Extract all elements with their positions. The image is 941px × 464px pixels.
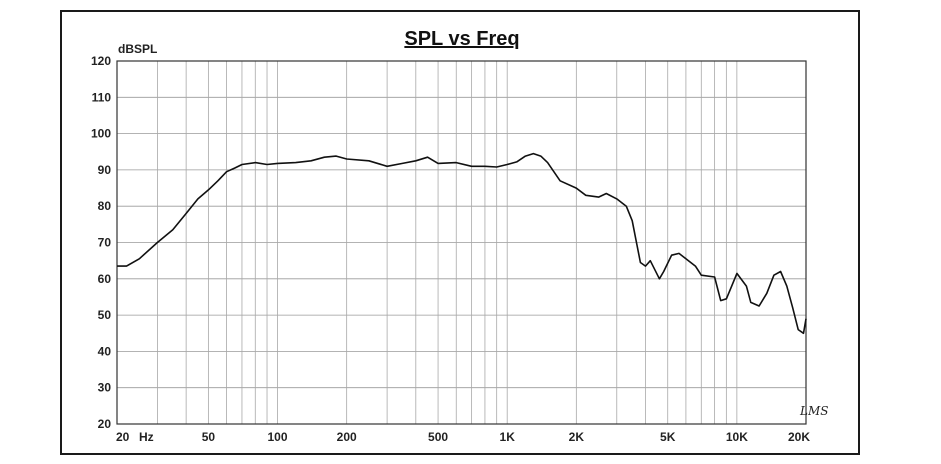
y-tick-label: 60 xyxy=(98,272,112,286)
y-tick-label: 40 xyxy=(98,344,112,358)
x-unit-label: Hz xyxy=(139,430,154,444)
y-tick-label: 30 xyxy=(98,381,112,395)
x-tick-label: 500 xyxy=(428,430,448,444)
series-layer xyxy=(117,152,807,335)
x-tick-label: 200 xyxy=(337,430,357,444)
x-tick-label: 50 xyxy=(202,430,216,444)
plot-area xyxy=(116,60,807,425)
spl-curve xyxy=(117,152,807,335)
y-tick-label: 70 xyxy=(98,236,112,250)
y-tick-label: 80 xyxy=(98,199,112,213)
y-tick-label: 90 xyxy=(98,163,112,177)
x-tick-label: 5K xyxy=(660,430,676,444)
tick-labels: 120 110 100 90 80 70 60 50 40 30 20 20 50 100 200 500 1K… xyxy=(91,54,810,444)
spl-frequency-chart: SPL vs Freq dBSPL 120 110 100 90 80 70 60 50 40 3… xyxy=(91,28,829,444)
grid xyxy=(116,60,807,425)
y-tick-label: 20 xyxy=(98,417,112,431)
y-tick-label: 100 xyxy=(91,127,111,141)
x-tick-label: 1K xyxy=(500,430,516,444)
lms-signature: LMS xyxy=(799,404,828,418)
x-tick-label: 2K xyxy=(569,430,585,444)
chart-frame: SPL vs Freq dBSPL 120 110 100 90 80 70 60 50 40 3… xyxy=(60,10,860,455)
x-tick-label: 20K xyxy=(788,430,810,444)
x-tick-label: 10K xyxy=(726,430,748,444)
y-tick-label: 50 xyxy=(98,308,112,322)
y-tick-label: 110 xyxy=(92,90,112,104)
x-tick-label: 100 xyxy=(268,430,288,444)
x-tick-label: 20 xyxy=(116,430,130,444)
y-tick-label: 120 xyxy=(91,54,111,68)
y-axis-unit-label: dBSPL xyxy=(118,42,157,56)
chart-title: SPL vs Freq xyxy=(404,28,519,50)
